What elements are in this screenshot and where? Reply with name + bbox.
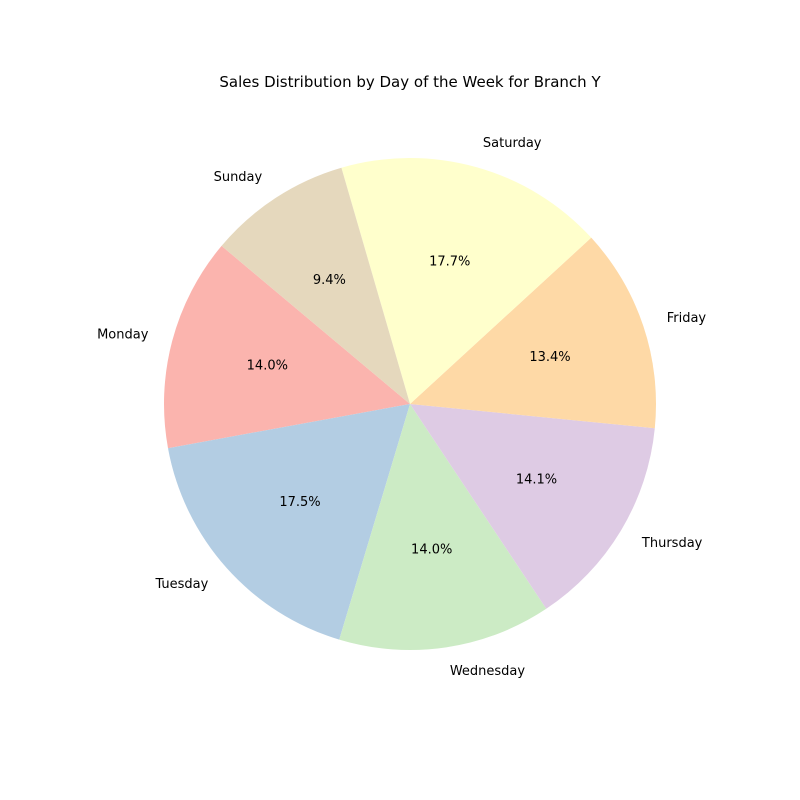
pie-labels: Monday 14.0% Tuesday 17.5% Wednesday 14.0% Thu…: [97, 136, 706, 679]
slice-percent-tuesday: 17.5%: [279, 495, 320, 510]
slice-label-sunday: Sunday: [214, 170, 263, 185]
slice-percent-monday: 14.0%: [247, 359, 288, 374]
pie-slice-friday: [410, 237, 656, 429]
slice-percent-wednesday: 14.0%: [411, 542, 452, 557]
slice-percent-friday: 13.4%: [529, 350, 570, 365]
slice-percent-saturday: 17.7%: [429, 254, 470, 269]
pie-slice-tuesday: [168, 404, 410, 640]
slice-percent-sunday: 9.4%: [313, 273, 346, 288]
pie-slices: [163, 157, 656, 650]
pie-slice-monday: [163, 245, 410, 449]
slice-label-friday: Friday: [667, 311, 707, 326]
chart-title: Sales Distribution by Day of the Week fo…: [219, 73, 601, 91]
slice-label-thursday: Thursday: [641, 536, 703, 551]
slice-label-tuesday: Tuesday: [154, 577, 208, 592]
slice-percent-thursday: 14.1%: [516, 473, 557, 488]
slice-label-saturday: Saturday: [483, 136, 542, 151]
slice-label-wednesday: Wednesday: [450, 664, 526, 679]
slice-label-monday: Monday: [97, 327, 149, 342]
pie-slice-thursday: [410, 404, 655, 609]
pie-slice-sunday: [221, 167, 410, 404]
pie-slice-wednesday: [339, 404, 547, 650]
pie-slice-saturday: [341, 157, 592, 404]
